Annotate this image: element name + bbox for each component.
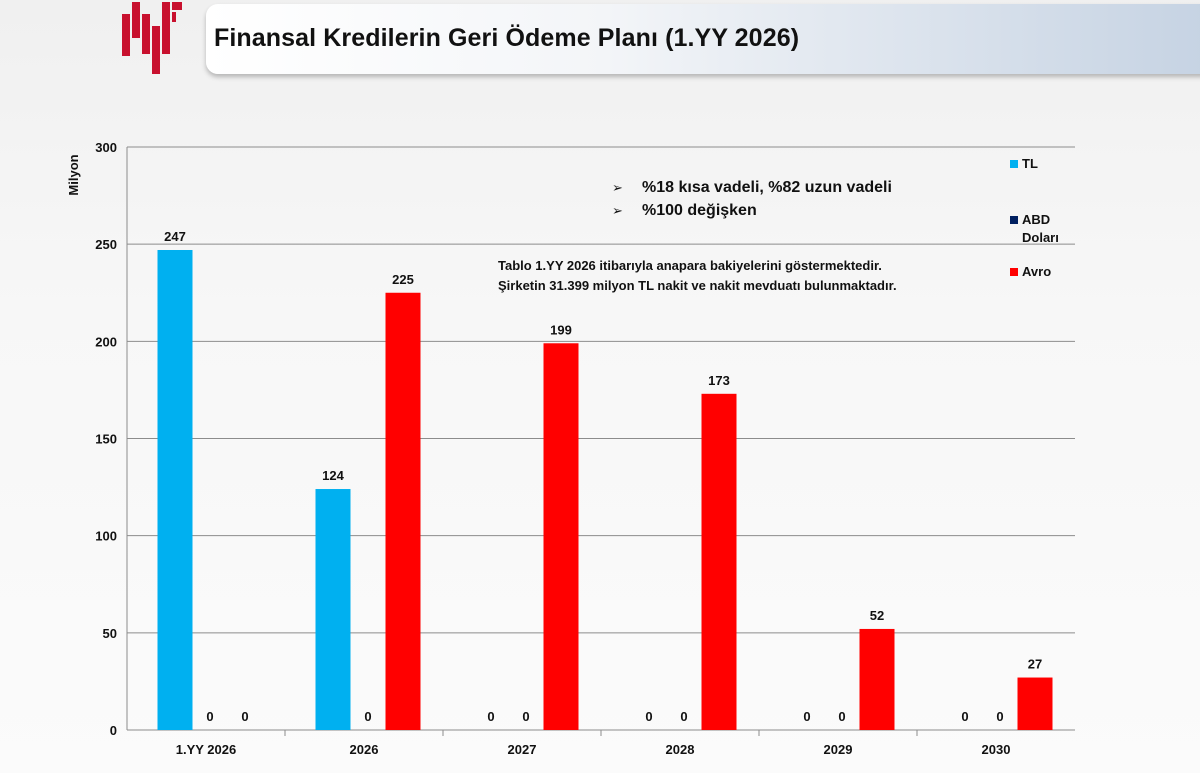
y-axis-label: Milyon: [66, 154, 81, 195]
y-tick-label: 150: [95, 432, 117, 447]
logo-shape: [142, 14, 150, 54]
bar: [701, 393, 737, 730]
data-label: 0: [645, 709, 652, 724]
legend-label: ABD Doları: [1022, 212, 1059, 245]
data-label: 173: [708, 373, 730, 388]
company-logo-icon: [122, 2, 182, 74]
arrow-bullet-icon: ➢: [612, 179, 623, 195]
x-tick-label: 1.YY 2026: [176, 742, 236, 757]
data-label: 0: [206, 709, 213, 724]
x-tick-label: 2026: [350, 742, 379, 757]
x-tick-label: 2030: [982, 742, 1011, 757]
logo-shape: [172, 2, 182, 10]
info-line-2: Şirketin 31.399 milyon TL nakit ve nakit…: [498, 278, 897, 293]
notes-list: ➢ %18 kısa vadeli, %82 uzun vadeli ➢ %10…: [612, 176, 892, 222]
legend-item-eur: Avro: [1010, 263, 1100, 281]
bar: [157, 249, 193, 730]
y-tick-label: 100: [95, 529, 117, 544]
bar: [385, 292, 421, 730]
bar: [1017, 677, 1053, 730]
y-tick-label: 50: [103, 626, 117, 641]
note-text: %18 kısa vadeli, %82 uzun vadeli: [642, 178, 892, 196]
data-label: 0: [680, 709, 687, 724]
x-tick-label: 2029: [824, 742, 853, 757]
legend-item-usd: ABD Doları: [1010, 211, 1100, 247]
logo-shape: [172, 12, 176, 22]
arrow-bullet-icon: ➢: [612, 202, 623, 218]
legend-swatch: [1010, 216, 1018, 224]
info-text: Tablo 1.YY 2026 itibarıyla anapara bakiy…: [498, 256, 897, 296]
data-label: 124: [322, 468, 344, 483]
x-tick-label: 2028: [666, 742, 695, 757]
title-bar: Finansal Kredilerin Geri Ödeme Planı (1.…: [206, 4, 1200, 74]
logo-shape: [122, 14, 130, 56]
logo-shape: [152, 26, 160, 74]
data-label: 52: [870, 608, 884, 623]
data-label: 225: [392, 272, 414, 287]
bar: [543, 343, 579, 730]
legend-label: TL: [1022, 156, 1038, 171]
y-tick-label: 200: [95, 334, 117, 349]
info-line-1: Tablo 1.YY 2026 itibarıyla anapara bakiy…: [498, 258, 882, 273]
data-label: 0: [241, 709, 248, 724]
data-label: 0: [364, 709, 371, 724]
data-label: 0: [961, 709, 968, 724]
note-text: %100 değişken: [642, 201, 757, 219]
logo-shape: [132, 2, 140, 38]
logo-shape: [162, 2, 170, 54]
legend-swatch: [1010, 160, 1018, 168]
y-tick-label: 300: [95, 140, 117, 155]
page-title: Finansal Kredilerin Geri Ödeme Planı (1.…: [214, 24, 800, 52]
bar: [859, 628, 895, 730]
legend-label: Avro: [1022, 264, 1052, 279]
data-label: 0: [838, 709, 845, 724]
data-label: 0: [996, 709, 1003, 724]
data-label: 0: [487, 709, 494, 724]
note-item: ➢ %18 kısa vadeli, %82 uzun vadeli: [612, 176, 892, 199]
legend-swatch: [1010, 268, 1018, 276]
bar: [315, 489, 351, 730]
y-tick-label: 250: [95, 237, 117, 252]
x-tick-label: 2027: [508, 742, 537, 757]
note-item: ➢ %100 değişken: [612, 199, 892, 222]
y-tick-label: 0: [110, 723, 117, 738]
data-label: 0: [803, 709, 810, 724]
data-label: 199: [550, 322, 572, 337]
data-label: 247: [164, 229, 186, 244]
data-label: 27: [1028, 657, 1042, 672]
data-label: 0: [522, 709, 529, 724]
legend-item-tl: TL: [1010, 155, 1100, 173]
